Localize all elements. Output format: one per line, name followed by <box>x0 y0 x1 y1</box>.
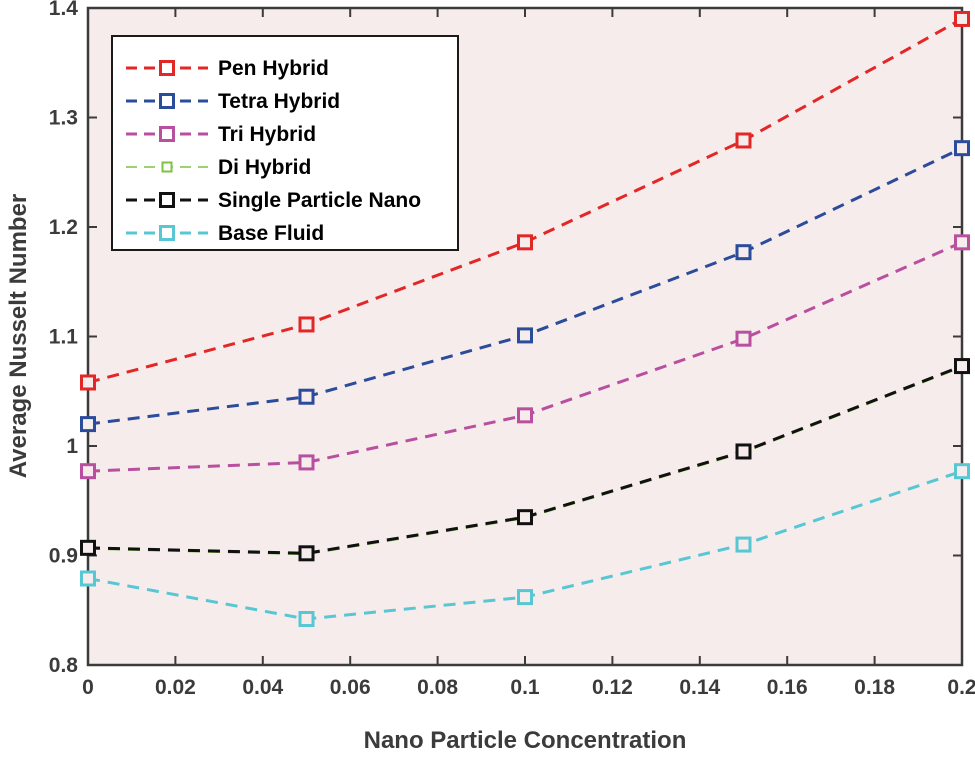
x-tick-label: 0.06 <box>330 676 371 699</box>
marker-pen-hybrid <box>954 10 970 27</box>
marker-tri-hybrid <box>735 330 752 347</box>
x-tick-label: 0.18 <box>854 676 895 699</box>
x-tick-label: 0.02 <box>155 676 196 699</box>
marker-tetra-hybrid <box>954 140 970 157</box>
marker-single-particle-nano <box>735 443 752 460</box>
legend-label-tetra-hybrid: Tetra Hybrid <box>218 90 340 113</box>
x-tick-label: 0.14 <box>679 676 720 699</box>
marker-pen-hybrid <box>298 316 315 333</box>
legend-label-tri-hybrid: Tri Hybrid <box>218 123 316 146</box>
y-tick-label: 1 <box>66 435 78 458</box>
y-tick-label: 1.2 <box>49 216 78 239</box>
legend-label-di-hybrid: Di Hybrid <box>218 156 311 179</box>
legend-marker-tetra-hybrid <box>159 93 175 109</box>
series-line-pen-hybrid <box>87 17 963 384</box>
x-tick-label: 0.08 <box>417 676 458 699</box>
x-tick-label: 0.04 <box>242 676 283 699</box>
legend-label-single-particle-nano: Single Particle Nano <box>218 189 421 212</box>
marker-base-fluid <box>298 611 315 628</box>
x-axis-label: Nano Particle Concentration <box>364 727 687 754</box>
marker-base-fluid <box>80 570 96 587</box>
marker-tri-hybrid <box>80 463 96 480</box>
marker-tetra-hybrid <box>517 327 533 344</box>
x-tick-label: 0.12 <box>592 676 633 699</box>
x-tick-label: 0.16 <box>767 676 808 699</box>
marker-pen-hybrid <box>735 132 752 149</box>
marker-single-particle-nano <box>517 509 533 526</box>
legend-label-pen-hybrid: Pen Hybrid <box>218 57 329 80</box>
marker-tri-hybrid <box>954 234 970 251</box>
marker-base-fluid <box>954 463 970 480</box>
legend-marker-tri-hybrid <box>159 126 175 142</box>
y-tick-label: 1.1 <box>49 326 79 349</box>
legend-marker-pen-hybrid <box>159 60 175 76</box>
y-tick-label: 1.4 <box>49 0 79 20</box>
marker-base-fluid <box>517 589 533 606</box>
marker-pen-hybrid <box>517 234 533 251</box>
marker-tetra-hybrid <box>80 416 96 433</box>
x-tick-label: 0.2 <box>947 676 975 699</box>
marker-pen-hybrid <box>80 374 96 391</box>
marker-tetra-hybrid <box>735 244 752 261</box>
legend-marker-single-particle-nano <box>159 192 175 208</box>
marker-single-particle-nano <box>954 358 970 375</box>
marker-base-fluid <box>735 536 752 553</box>
marker-single-particle-nano <box>298 545 315 562</box>
marker-tri-hybrid <box>517 407 533 424</box>
y-tick-label: 0.8 <box>49 654 79 677</box>
legend-marker-di-hybrid <box>161 161 173 173</box>
y-tick-label: 1.3 <box>49 107 78 130</box>
y-tick-label: 0.9 <box>49 545 78 568</box>
x-tick-label: 0 <box>82 676 94 699</box>
marker-single-particle-nano <box>80 539 96 556</box>
marker-tetra-hybrid <box>298 388 315 405</box>
axes-border <box>86 6 964 667</box>
x-tick-label: 0.1 <box>510 676 540 699</box>
marker-tri-hybrid <box>298 454 315 471</box>
y-axis-label: Average Nusselt Number <box>5 194 32 479</box>
legend-marker-base-fluid <box>159 225 175 241</box>
legend-label-base-fluid: Base Fluid <box>218 222 324 245</box>
chart-graphics: 0 0.02 0.04 0.06 0.08 0.1 0.12 0.14 0.16 0.18 0.2 0… <box>49 0 975 699</box>
